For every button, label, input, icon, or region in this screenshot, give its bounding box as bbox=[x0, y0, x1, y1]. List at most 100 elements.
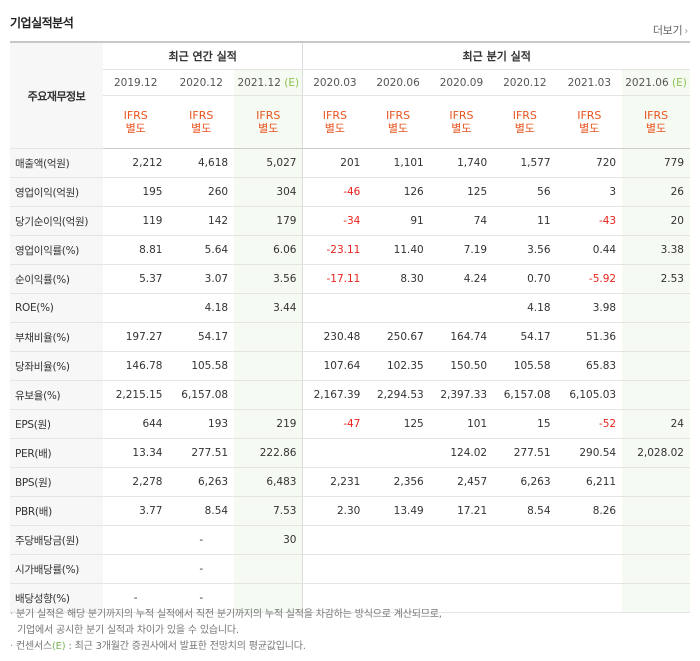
table-cell: 277.51 bbox=[493, 438, 557, 468]
accounting-standard: IFRS bbox=[123, 109, 148, 122]
period-header: 2020.06 bbox=[366, 69, 430, 96]
table-cell: 2,215.15 bbox=[102, 380, 169, 410]
estimate-tag: (E) bbox=[672, 76, 687, 89]
table-row: PBR(배) 3.77 8.54 7.53 2.30 13.49 17.21 8.54 8.26 bbox=[10, 496, 690, 526]
table-cell: 5,027 bbox=[234, 148, 303, 178]
table-cell: 26 bbox=[622, 177, 690, 207]
table-cell: 197.27 bbox=[102, 322, 169, 352]
table-cell: -43 bbox=[556, 206, 623, 236]
accounting-standard: IFRS bbox=[385, 109, 411, 122]
more-label[interactable]: 더보기 bbox=[652, 24, 683, 37]
table-cell: 65.83 bbox=[556, 351, 623, 381]
table-cell: 101 bbox=[429, 409, 494, 439]
footnotes: · 분기 실적은 해당 분기까지의 누적 실적에서 직전 분기까지의 누적 실적을… bbox=[10, 607, 442, 655]
table-cell bbox=[366, 554, 430, 584]
table-row: 시가배당률(%) - bbox=[10, 554, 690, 584]
table-cell: 3.98 bbox=[556, 293, 623, 323]
period-header: 2020.12 bbox=[168, 69, 235, 96]
accounting-type-header: IFRS 별도 bbox=[302, 95, 367, 149]
table-cell: -47 bbox=[302, 409, 367, 439]
table-cell: 2,294.53 bbox=[366, 380, 430, 410]
table-cell: 5.64 bbox=[168, 235, 235, 265]
table-row: ROE(%) 4.18 3.44 4.18 3.98 bbox=[10, 293, 690, 323]
table-cell: 3.56 bbox=[493, 235, 557, 265]
footnote-2-tag: (E) bbox=[51, 641, 66, 652]
period-header: 2020.12 bbox=[493, 69, 557, 96]
table-row: 영업이익(억원) 195 260 304 -46 126 125 56 3 26 bbox=[10, 177, 690, 207]
table-cell bbox=[622, 322, 690, 352]
table-cell: 2.53 bbox=[622, 264, 690, 294]
table-cell bbox=[429, 583, 494, 613]
row-label: PBR(배) bbox=[10, 496, 103, 526]
table-cell: 2,028.02 bbox=[622, 438, 690, 468]
table-cell: 105.58 bbox=[168, 351, 235, 381]
table-cell: 644 bbox=[102, 409, 169, 439]
table-cell: 102.35 bbox=[366, 351, 430, 381]
row-label: 부채비율(%) bbox=[10, 322, 103, 352]
table-cell bbox=[302, 525, 367, 555]
table-cell: 201 bbox=[302, 148, 367, 178]
financial-table: 주요재무정보 최근 연간 실적 최근 분기 실적 2019.12 2020.12 2… bbox=[10, 41, 690, 613]
table-cell: 2,457 bbox=[429, 467, 494, 497]
row-label: ROE(%) bbox=[10, 293, 103, 323]
table-cell: 142 bbox=[168, 206, 235, 236]
table-cell bbox=[622, 496, 690, 526]
table-row: 부채비율(%) 197.27 54.17 230.48 250.67 164.74 54.1… bbox=[10, 322, 690, 352]
table-cell bbox=[429, 554, 494, 584]
table-cell: 219 bbox=[234, 409, 303, 439]
accounting-type-header: IFRS 별도 bbox=[366, 95, 430, 149]
row-label: 당기순이익(억원) bbox=[10, 206, 103, 236]
table-cell: 0.44 bbox=[556, 235, 623, 265]
table-cell: 230.48 bbox=[302, 322, 367, 352]
accounting-type-header: IFRS 별도 bbox=[234, 95, 303, 149]
table-cell bbox=[234, 380, 303, 410]
table-cell: 1,101 bbox=[366, 148, 430, 178]
table-cell bbox=[622, 467, 690, 497]
annual-group-header: 최근 연간 실적 bbox=[102, 41, 303, 70]
table-cell: 3 bbox=[556, 177, 623, 207]
statement-basis: 별도 bbox=[191, 122, 212, 135]
table-cell: 8.54 bbox=[168, 496, 235, 526]
chevron-right-icon: › bbox=[684, 26, 688, 37]
table-cell: 15 bbox=[493, 409, 557, 439]
row-label: 유보율(%) bbox=[10, 380, 103, 410]
table-cell: -46 bbox=[302, 177, 367, 207]
table-cell bbox=[622, 380, 690, 410]
table-cell: 11.40 bbox=[366, 235, 430, 265]
table-cell bbox=[429, 525, 494, 555]
table-cell: 126 bbox=[366, 177, 430, 207]
table-cell: 779 bbox=[622, 148, 690, 178]
table-cell: 74 bbox=[429, 206, 494, 236]
table-cell: 290.54 bbox=[556, 438, 623, 468]
table-cell: 146.78 bbox=[102, 351, 169, 381]
table-cell bbox=[366, 293, 430, 323]
accounting-standard: IFRS bbox=[577, 109, 602, 122]
accounting-standard: IFRS bbox=[643, 109, 669, 122]
row-label: PER(배) bbox=[10, 438, 103, 468]
table-cell: 54.17 bbox=[493, 322, 557, 352]
table-cell: 119 bbox=[102, 206, 169, 236]
table-cell: 150.50 bbox=[429, 351, 494, 381]
table-cell: 4.24 bbox=[429, 264, 494, 294]
table-cell: 125 bbox=[366, 409, 430, 439]
table-cell: 6,157.08 bbox=[168, 380, 235, 410]
table-cell: 91 bbox=[366, 206, 430, 236]
accounting-standard: IFRS bbox=[256, 109, 281, 122]
table-row: 배당성향(%) - - bbox=[10, 583, 690, 613]
table-cell bbox=[493, 554, 557, 584]
more-link[interactable]: 더보기 › bbox=[653, 22, 688, 38]
table-cell: 5.37 bbox=[102, 264, 169, 294]
row-label: 주당배당금(원) bbox=[10, 525, 103, 555]
table-cell: - bbox=[168, 525, 235, 555]
table-cell: 13.34 bbox=[102, 438, 169, 468]
table-row: 매출액(억원) 2,212 4,618 5,027 201 1,101 1,740 1,577… bbox=[10, 148, 690, 178]
accounting-type-header: IFRS 별도 bbox=[429, 95, 494, 149]
table-cell: 7.19 bbox=[429, 235, 494, 265]
statement-basis: 별도 bbox=[514, 122, 535, 135]
corner-header: 주요재무정보 bbox=[10, 41, 103, 149]
table-cell bbox=[556, 554, 623, 584]
table-cell bbox=[556, 583, 623, 613]
table-cell: 6,263 bbox=[493, 467, 557, 497]
table-cell: -23.11 bbox=[302, 235, 367, 265]
